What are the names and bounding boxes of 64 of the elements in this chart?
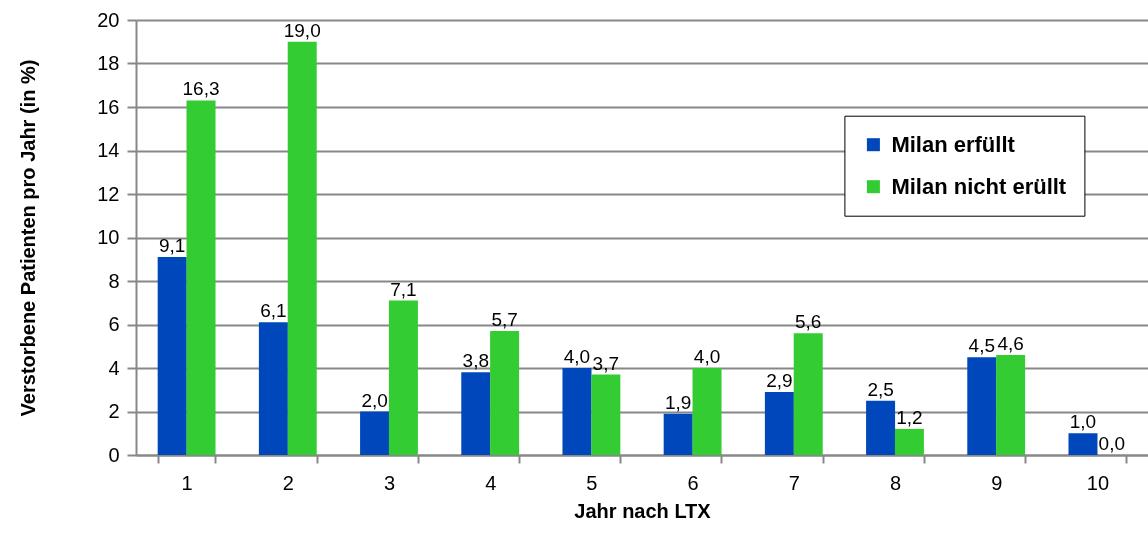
y-tick-label: 10 <box>97 226 120 248</box>
x-tick-label: 5 <box>586 471 598 494</box>
data-label: 9,1 <box>158 235 186 257</box>
data-label: 1,2 <box>896 406 923 428</box>
bar <box>388 300 418 455</box>
x-tick-label: 7 <box>788 471 800 494</box>
data-label: 7,1 <box>390 278 417 300</box>
x-tick-label: 9 <box>991 471 1003 494</box>
bar <box>793 333 823 455</box>
y-tick-label: 8 <box>108 269 120 292</box>
data-label: 2,0 <box>361 389 388 411</box>
y-tick-label: 14 <box>97 139 120 161</box>
legend-label: Milan nicht erüllt <box>891 173 1067 199</box>
bar <box>866 400 896 455</box>
bar <box>663 413 693 455</box>
bar <box>967 357 997 455</box>
bar <box>894 428 924 455</box>
bar <box>157 257 187 455</box>
y-tick-label: 6 <box>108 313 120 335</box>
bar <box>1068 433 1098 455</box>
data-label: 19,0 <box>283 19 321 41</box>
data-label: 3,8 <box>462 350 489 372</box>
y-tick-label: 18 <box>97 52 120 74</box>
x-tick-label: 4 <box>485 471 497 494</box>
y-axis-title: Verstorbene Patienten pro Jahr (in %) <box>17 59 40 417</box>
data-label: 4,0 <box>693 346 721 367</box>
legend-label: Milan erfüllt <box>891 131 1016 157</box>
bar <box>591 374 621 455</box>
x-tick-label: 1 <box>181 471 193 494</box>
data-label: 1,0 <box>1069 411 1097 433</box>
x-tick-label: 10 <box>1086 471 1110 494</box>
bar <box>490 331 520 455</box>
data-label: 4,0 <box>563 346 591 367</box>
bar <box>692 368 722 455</box>
bar <box>996 354 1026 455</box>
y-tick-label: 2 <box>108 400 120 422</box>
data-label: 4,5 <box>968 335 995 357</box>
data-label: 5,6 <box>795 311 822 333</box>
bar <box>562 368 592 455</box>
data-label: 4,6 <box>997 332 1024 354</box>
y-tick-label: 20 <box>97 8 120 31</box>
data-label: 6,1 <box>260 300 287 322</box>
y-tick-label: 0 <box>108 443 120 466</box>
data-label: 1,9 <box>664 391 692 413</box>
data-label: 2,5 <box>867 378 894 400</box>
data-label: 16,3 <box>182 78 220 100</box>
y-tick-label: 12 <box>97 182 120 205</box>
x-tick-label: 2 <box>282 471 294 494</box>
data-label: 5,7 <box>491 309 518 331</box>
bar <box>186 100 216 455</box>
bar <box>258 322 288 455</box>
x-axis-title: Jahr nach LTX <box>574 499 712 522</box>
data-label: 2,9 <box>766 369 793 391</box>
x-tick-label: 6 <box>687 471 699 494</box>
data-label: 0,0 <box>1098 433 1126 454</box>
x-tick-label: 3 <box>383 471 396 494</box>
bar <box>360 411 390 455</box>
y-tick-label: 16 <box>97 95 120 118</box>
y-tick-label: 4 <box>108 356 120 379</box>
x-tick-label: 8 <box>889 471 902 494</box>
data-label: 3,7 <box>592 352 620 374</box>
bar <box>764 391 794 455</box>
bar <box>461 372 491 455</box>
bar <box>287 41 317 455</box>
